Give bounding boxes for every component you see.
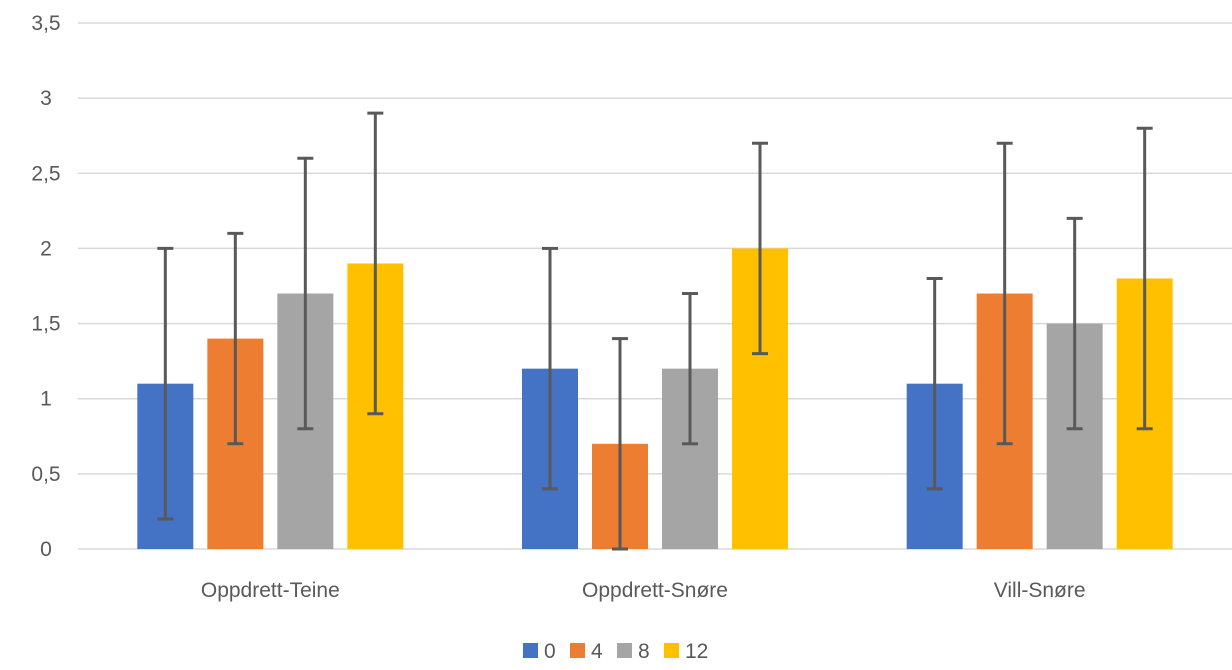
error-bar	[612, 337, 628, 551]
gridlines	[78, 22, 1232, 550]
y-axis-tick-labels: 0 0,5 1 1,5 2 2,5 3 3,5	[31, 12, 60, 561]
legend-swatch	[523, 643, 538, 658]
legend-label: 0	[544, 640, 556, 663]
error-bar	[157, 246, 174, 521]
legend: 0 4 8 12	[523, 640, 708, 663]
error-bar	[1136, 126, 1153, 431]
y-tick-label: 3,5	[31, 12, 60, 35]
legend-item: 8	[617, 640, 650, 663]
legend-item: 12	[664, 640, 708, 663]
error-bar	[542, 246, 558, 491]
category-label: Vill-Snøre	[994, 579, 1086, 602]
error-bars	[157, 111, 1153, 551]
legend-label: 4	[591, 640, 603, 663]
y-tick-label: 0,5	[31, 463, 60, 486]
error-bar	[227, 231, 244, 446]
legend-swatch	[664, 643, 679, 658]
category-label: Oppdrett-Snøre	[582, 579, 728, 602]
y-tick-label: 2,5	[31, 162, 60, 185]
error-bar	[926, 276, 943, 491]
legend-item: 4	[570, 640, 603, 663]
error-bar	[297, 156, 314, 431]
y-tick-label: 1,5	[31, 313, 60, 336]
legend-label: 8	[638, 640, 650, 663]
y-tick-label: 3	[40, 87, 52, 110]
category-label: Oppdrett-Teine	[201, 579, 340, 602]
y-tick-label: 2	[40, 237, 52, 260]
y-tick-label: 0	[40, 538, 52, 561]
legend-swatch	[570, 643, 585, 658]
error-bar	[752, 141, 768, 356]
error-bar	[682, 292, 698, 446]
error-bar	[996, 141, 1013, 446]
x-axis-category-labels: Oppdrett-Teine Oppdrett-Snøre Vill-Snøre	[201, 579, 1086, 602]
error-bar	[1066, 216, 1083, 431]
error-bar	[367, 111, 384, 416]
y-tick-label: 1	[40, 388, 52, 411]
legend-item: 0	[523, 640, 556, 663]
legend-swatch	[617, 643, 632, 658]
legend-label: 12	[685, 640, 708, 663]
